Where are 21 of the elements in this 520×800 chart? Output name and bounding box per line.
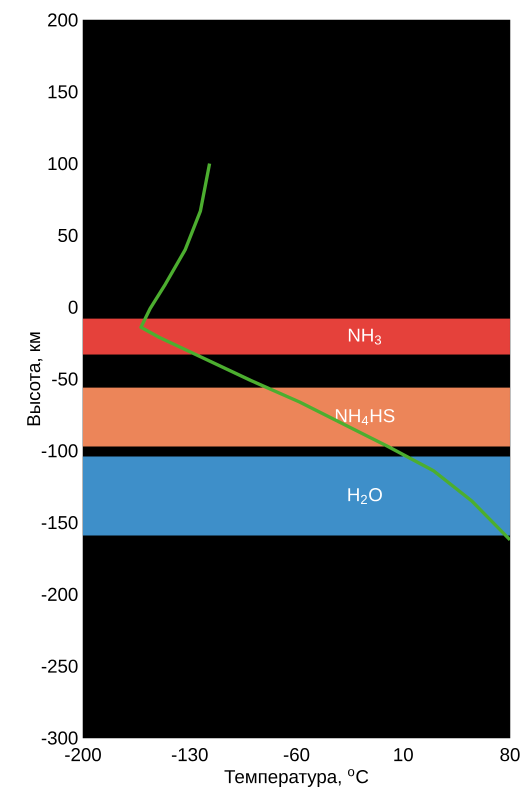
x-axis-title: Температура, $^{o}$C bbox=[224, 769, 368, 787]
x-tick-label: 10 bbox=[394, 748, 413, 762]
y-tick-label: -50 bbox=[52, 372, 78, 386]
y-tick-label: 100 bbox=[48, 156, 78, 170]
band-label: NH$_{4}$HS bbox=[336, 409, 394, 426]
y-tick-label: 150 bbox=[48, 85, 78, 98]
y-tick-label: 50 bbox=[58, 228, 78, 242]
y-tick-label: -250 bbox=[42, 660, 78, 673]
line-series bbox=[139, 162, 510, 542]
y-tick-label: 200 bbox=[48, 13, 78, 27]
band-label: NH$_{3}$ bbox=[348, 328, 382, 345]
y-tick-label: 0 bbox=[68, 300, 78, 314]
x-tick-label: -130 bbox=[172, 748, 208, 762]
y-axis-title: Высота, км bbox=[27, 332, 42, 426]
band-label: H$_{2}$O bbox=[348, 488, 382, 504]
x-tick-label: 80 bbox=[500, 748, 520, 762]
y-tick-label: -100 bbox=[42, 444, 78, 458]
y-tick-label: -300 bbox=[42, 731, 78, 745]
y-tick-label: -200 bbox=[42, 588, 78, 602]
x-tick-label: -60 bbox=[284, 748, 310, 762]
y-tick-label: -150 bbox=[42, 516, 78, 530]
